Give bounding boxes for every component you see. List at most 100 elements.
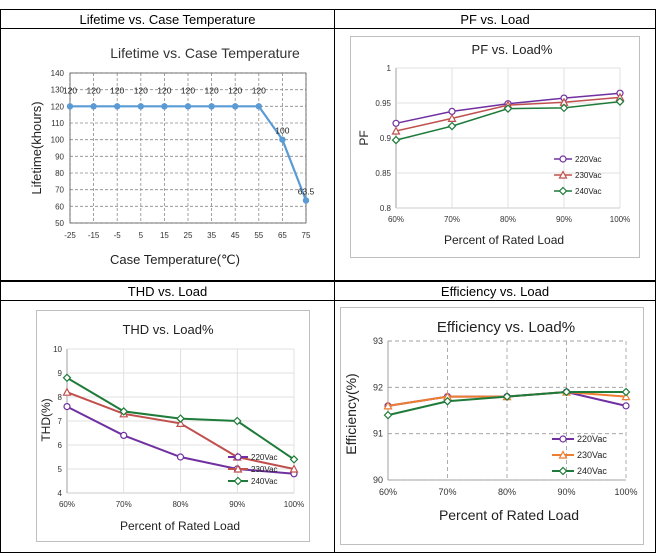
- eff-xtick: 70%: [438, 487, 456, 497]
- eff-legend-label: 240Vac: [577, 466, 607, 476]
- eff-xtick: 90%: [557, 487, 575, 497]
- eff-ylabel: Efficiency(%): [343, 373, 359, 454]
- thd-legend-label: 240Vac: [251, 477, 278, 486]
- pf-ytick: 1: [387, 64, 392, 73]
- thd-point: [62, 387, 72, 396]
- pf-legend-label: 230Vac: [575, 171, 602, 180]
- pf-xtick: 90%: [556, 215, 572, 224]
- cell-pf: [334, 28, 656, 281]
- thd-legend-marker: [233, 476, 243, 486]
- eff-ytick: 93: [373, 336, 383, 346]
- thd-ytick: 6: [58, 441, 63, 450]
- lifetime-point: [232, 103, 239, 110]
- lifetime-point: [90, 103, 97, 110]
- thd-ylabel: THD(%): [39, 398, 53, 441]
- lifetime-ytick: 50: [55, 219, 64, 228]
- lifetime-data-label: 120: [205, 85, 219, 95]
- eff-point: [502, 392, 512, 401]
- eff-legend-label: 220Vac: [577, 434, 607, 444]
- lifetime-data-label: 100: [275, 126, 289, 136]
- pf-ytick: 0.8: [380, 204, 392, 213]
- lifetime-ytick: 130: [51, 86, 65, 95]
- lifetime-data-label: 120: [63, 85, 77, 95]
- eff-legend-marker: [559, 435, 567, 443]
- header-lifetime: Lifetime vs. Case Temperature: [0, 9, 335, 29]
- lifetime-data-label: 120: [110, 85, 124, 95]
- eff-point: [443, 396, 452, 406]
- pf-ytick: 0.85: [375, 169, 391, 178]
- thd-ytick: 5: [58, 465, 63, 474]
- eff-point: [562, 387, 571, 397]
- lifetime-xtick: 75: [302, 231, 311, 240]
- thd-point: [63, 402, 71, 411]
- eff-legend-marker: [558, 466, 568, 476]
- thd-ytick: 10: [53, 345, 62, 354]
- thd-ytick: 4: [58, 489, 63, 498]
- chart-pf: PF vs. Load% 0.8 0.85 0.9 0.95 1 60% 70% 80% 90% 1…: [357, 42, 630, 247]
- lifetime-point: [279, 136, 286, 143]
- lifetime-ylabel: Lifetime(khours): [29, 101, 44, 194]
- pf-point: [447, 113, 457, 123]
- thd-point: [119, 407, 129, 416]
- pf-xlabel: Percent of Rated Load: [444, 233, 564, 247]
- lifetime-xlabel: Case Temperature(℃): [110, 252, 240, 267]
- lifetime-ytick: 100: [51, 136, 65, 145]
- thd-title: THD vs. Load%: [122, 322, 213, 337]
- lifetime-data-label: 120: [87, 85, 101, 95]
- pf-point: [392, 119, 400, 127]
- pf-chart-frame: [350, 36, 640, 258]
- thd-legend-label: 230Vac: [251, 465, 278, 474]
- pf-ylabel: PF: [357, 130, 371, 145]
- lifetime-point: [255, 103, 262, 110]
- thd-xtick: 60%: [59, 500, 75, 509]
- thd-point: [176, 453, 185, 461]
- eff-chart-frame: [340, 307, 644, 545]
- pf-point: [391, 135, 401, 145]
- lifetime-data-label: 120: [134, 85, 148, 95]
- thd-point: [120, 431, 128, 439]
- chart-lifetime: Lifetime vs. Case Temperature 50 60 70 80 90 1…: [29, 45, 315, 267]
- lifetime-title: Lifetime vs. Case Temperature: [110, 45, 300, 61]
- lifetime-data-label: 120: [157, 85, 171, 95]
- pf-xtick: 100%: [610, 215, 630, 224]
- lifetime-data-label: 120: [228, 85, 242, 95]
- pf-legend-marker: [558, 186, 568, 196]
- pf-point: [559, 103, 569, 113]
- lifetime-point: [208, 103, 215, 110]
- lifetime-xtick: -25: [64, 231, 76, 240]
- thd-ytick: 9: [58, 369, 63, 378]
- eff-xlabel: Percent of Rated Load: [439, 507, 579, 523]
- cell-lifetime: [0, 28, 335, 281]
- pf-point: [503, 104, 513, 113]
- thd-xtick: 70%: [116, 500, 132, 509]
- lifetime-point: [302, 197, 310, 204]
- pf-xtick: 60%: [388, 215, 404, 224]
- thd-xtick: 100%: [284, 500, 304, 509]
- lifetime-ytick: 140: [51, 69, 65, 78]
- thd-ytick: 7: [58, 417, 63, 426]
- eff-point: [621, 391, 631, 401]
- eff-legend-marker: [558, 450, 568, 459]
- header-eff: Efficiency vs. Load: [334, 281, 656, 301]
- lifetime-plot-area: [69, 72, 307, 224]
- header-thd: THD vs. Load: [0, 281, 335, 301]
- cell-thd: [0, 300, 335, 553]
- thd-xlabel: Percent of Rated Load: [120, 519, 240, 533]
- chart-eff: Efficiency vs. Load% 90 91 92 93 60% 70% 80% 90%…: [343, 319, 638, 523]
- pf-point: [447, 121, 457, 131]
- thd-legend-marker: [233, 464, 243, 473]
- thd-point: [175, 418, 186, 428]
- lifetime-point: [137, 103, 144, 110]
- lifetime-point: [66, 103, 74, 110]
- lifetime-data-label: 120: [181, 85, 195, 95]
- lifetime-xtick: 25: [184, 231, 193, 240]
- lifetime-point: [184, 103, 192, 110]
- eff-point: [383, 410, 393, 420]
- lifetime-ytick: 80: [55, 169, 64, 178]
- pf-legend-marker: [559, 155, 567, 163]
- pf-title: PF vs. Load%: [472, 42, 553, 57]
- pf-point: [391, 126, 401, 135]
- pf-legend-label: 220Vac: [575, 155, 602, 164]
- lifetime-xtick: -5: [114, 231, 122, 240]
